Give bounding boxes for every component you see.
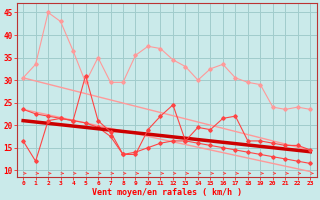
X-axis label: Vent moyen/en rafales ( km/h ): Vent moyen/en rafales ( km/h ) (92, 188, 242, 197)
